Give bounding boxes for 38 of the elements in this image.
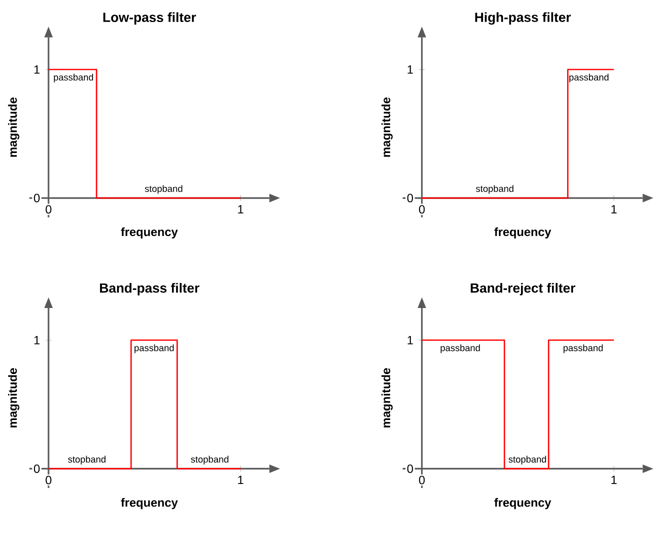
y-tick-label: 0 [34, 194, 40, 202]
y-tick-label: 0 [407, 464, 413, 473]
x-tick-label: 1 [611, 205, 617, 214]
x-axis-title: frequency [494, 498, 552, 510]
x-tick-label: 0 [46, 205, 52, 214]
x-axis-title: frequency [120, 227, 178, 238]
x-tick-label: 0 [46, 476, 52, 484]
annotation: passband [569, 74, 608, 82]
x-axis-title: frequency [120, 498, 178, 510]
chart-title: Band-reject filter [470, 282, 576, 296]
annotation: passband [134, 344, 174, 354]
y-axis-title: magnitude [381, 98, 393, 157]
y-axis-title: magnitude [381, 368, 393, 428]
y-tick-label: 1 [408, 336, 413, 344]
annotation: stopband [476, 185, 514, 194]
x-axis-title: frequency [494, 227, 552, 238]
y-tick-label: 1 [34, 336, 40, 344]
x-tick-label: 0 [419, 476, 425, 484]
annotation: passband [54, 74, 94, 82]
annotation: passband [564, 344, 603, 354]
x-tick-label: 1 [238, 205, 244, 214]
chart-title: Low-pass filter [103, 12, 196, 25]
chart-title: High-pass filter [475, 12, 571, 25]
chart-title: Band-pass filter [100, 282, 200, 296]
annotation: stopband [508, 456, 546, 464]
annotation: stopband [190, 456, 228, 464]
x-tick-label: 0 [419, 205, 425, 214]
y-tick-label: 1 [408, 65, 413, 74]
y-tick-label: 1 [34, 65, 40, 74]
y-tick-label: 0 [407, 194, 413, 202]
annotation: passband [440, 344, 480, 354]
annotation: stopband [68, 456, 106, 464]
annotation: stopband [144, 185, 182, 194]
x-tick-label: 1 [238, 476, 244, 484]
y-tick-label: 0 [34, 464, 40, 473]
x-tick-label: 1 [611, 476, 617, 484]
y-axis-title: magnitude [8, 98, 20, 157]
y-axis-title: magnitude [8, 368, 20, 428]
